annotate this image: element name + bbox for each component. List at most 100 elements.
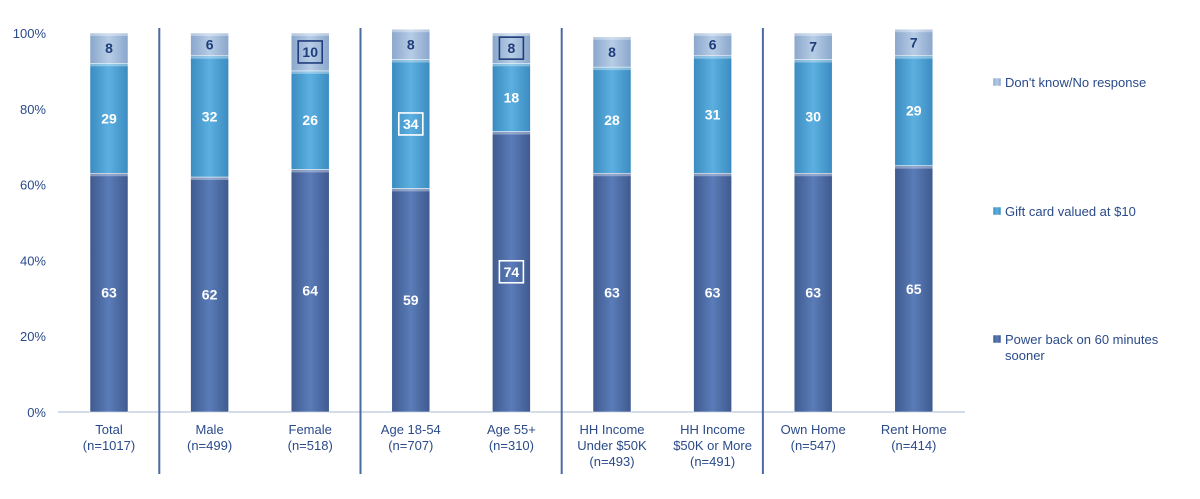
- data-label: 10: [302, 44, 318, 60]
- y-tick-label: 80%: [20, 102, 46, 117]
- x-tick-label: (n=1017): [83, 438, 135, 453]
- x-tick-label: Rent Home: [881, 422, 947, 437]
- legend-swatch: [992, 206, 1002, 216]
- x-tick-label: (n=707): [388, 438, 433, 453]
- data-label: 29: [101, 110, 117, 126]
- data-label: 6: [206, 36, 214, 52]
- bar-segment-highlight: [794, 173, 833, 177]
- bar-segment-highlight: [190, 33, 229, 36]
- bar-segment-highlight: [492, 63, 531, 67]
- bar-segment: [290, 169, 330, 413]
- bar-segment-highlight: [90, 173, 128, 177]
- bar-segment-highlight: [794, 59, 833, 63]
- bar-segment: [391, 28, 431, 60]
- data-label: 74: [504, 264, 520, 280]
- bar-segment-highlight: [593, 67, 631, 71]
- data-label: 8: [407, 36, 415, 52]
- x-tick-label: Own Home: [781, 422, 846, 437]
- data-label: 18: [504, 89, 520, 105]
- bar-segment: [693, 172, 732, 413]
- x-tick-label: Male: [196, 422, 224, 437]
- bar-segment-highlight: [693, 173, 732, 177]
- x-tick-label: (n=310): [489, 438, 534, 453]
- legend-label: Power back on 60 minutes: [1005, 332, 1159, 347]
- bar-segment-highlight: [90, 63, 128, 67]
- y-tick-label: 60%: [20, 178, 46, 193]
- data-label: 8: [508, 40, 516, 56]
- bar-segment-highlight: [291, 169, 330, 173]
- data-label: 63: [101, 285, 117, 301]
- x-tick-label: (n=414): [891, 438, 936, 453]
- bar-segment: [793, 59, 833, 174]
- data-label: 8: [105, 40, 113, 56]
- bar-segment: [894, 28, 934, 56]
- bar-segment: [894, 165, 934, 413]
- bar-segment-highlight: [391, 188, 430, 192]
- highlight-box: [297, 40, 324, 64]
- bar-segment: [89, 63, 129, 174]
- data-label: 7: [910, 34, 918, 50]
- legend-label: sooner: [1005, 348, 1045, 363]
- y-tick-label: 40%: [20, 253, 46, 268]
- legend-label: Gift card valued at $10: [1005, 204, 1136, 219]
- data-label: 59: [403, 292, 419, 308]
- bar-segment-highlight: [593, 173, 631, 177]
- y-tick-label: 100%: [13, 26, 47, 41]
- data-label: 63: [604, 285, 620, 301]
- bar-segment-highlight: [90, 33, 128, 36]
- bar-segment: [793, 32, 833, 60]
- bar-segment: [89, 32, 129, 64]
- x-tick-label: (n=493): [589, 454, 634, 469]
- bar-segment: [693, 32, 732, 56]
- x-tick-label: $50K or More: [673, 438, 752, 453]
- highlight-box: [397, 112, 424, 136]
- x-tick-label: (n=499): [187, 438, 232, 453]
- bar-segment: [894, 55, 934, 166]
- y-tick-label: 20%: [20, 329, 46, 344]
- data-label: 26: [302, 112, 318, 128]
- bar-segment: [693, 55, 732, 174]
- highlight-box: [498, 259, 525, 284]
- x-tick-label: HH Income: [579, 422, 644, 437]
- data-label: 30: [805, 108, 821, 124]
- legend-label: Don't know/No response: [1005, 75, 1146, 90]
- bar-segment: [190, 32, 229, 56]
- bar-segment-highlight: [693, 33, 732, 36]
- legend-swatch: [992, 334, 1002, 344]
- bar-segment: [592, 36, 632, 68]
- data-label: 63: [805, 285, 821, 301]
- bar-segment-highlight: [894, 29, 933, 33]
- x-tick-label: Age 55+: [487, 422, 536, 437]
- data-label: 65: [906, 281, 922, 297]
- data-label: 34: [403, 116, 419, 132]
- bar-segment-highlight: [894, 55, 933, 59]
- x-tick-label: HH Income: [680, 422, 745, 437]
- bar-segment: [89, 172, 129, 413]
- x-tick-label: (n=491): [690, 454, 735, 469]
- bar-segment-highlight: [492, 33, 531, 36]
- data-label: 32: [202, 108, 218, 124]
- bar-segment-highlight: [492, 131, 531, 135]
- x-tick-label: Under $50K: [577, 438, 647, 453]
- bar-segment-highlight: [391, 29, 430, 33]
- bar-segment-highlight: [291, 70, 330, 74]
- bar-segment-highlight: [291, 33, 330, 36]
- bar-segment: [391, 188, 431, 413]
- bar-segment-highlight: [794, 33, 833, 36]
- x-tick-label: (n=518): [288, 438, 333, 453]
- data-label: 6: [709, 36, 717, 52]
- data-label: 63: [705, 285, 721, 301]
- data-label: 31: [705, 106, 721, 122]
- y-tick-label: 0%: [27, 405, 46, 420]
- bar-segment-highlight: [693, 55, 732, 59]
- x-tick-label: Total: [95, 422, 123, 437]
- x-tick-label: Female: [289, 422, 332, 437]
- bar-segment-highlight: [593, 36, 631, 40]
- data-label: 8: [608, 44, 616, 60]
- bar-segment: [592, 172, 632, 413]
- legend-swatch: [992, 77, 1002, 87]
- bar-segment-highlight: [190, 55, 229, 59]
- bar-segment: [592, 66, 632, 174]
